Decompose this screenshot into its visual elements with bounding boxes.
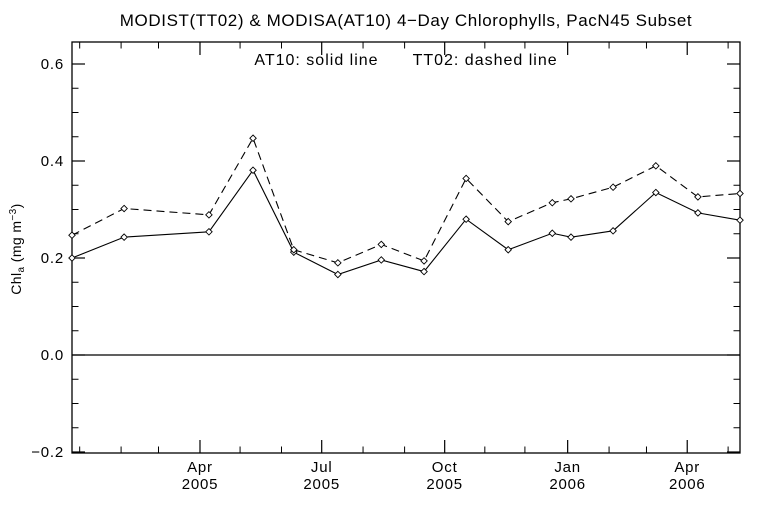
series-at10-marker: [120, 233, 128, 241]
y-label-mid: (mg m: [8, 220, 24, 267]
series-tt02-marker: [249, 134, 257, 143]
y-tick-label: 0.0: [41, 347, 64, 364]
x-tick-year-label: 2005: [426, 476, 463, 493]
series-at10-marker: [694, 209, 702, 217]
x-tick-month-label: Apr: [674, 459, 700, 476]
y-tick-label: 0.6: [41, 56, 64, 73]
series-tt02-marker: [736, 189, 744, 198]
series-tt02-marker: [609, 183, 617, 192]
series-tt02-marker: [462, 174, 470, 183]
series-at10-marker: [68, 254, 76, 262]
series-at10-marker: [377, 256, 386, 264]
series-tt02-marker: [694, 193, 702, 201]
series-at10-marker: [249, 166, 257, 175]
chart-title: MODIST(TT02) & MODISA(AT10) 4−Day Chloro…: [119, 11, 693, 30]
y-tick-label: −0.2: [31, 444, 64, 461]
series-at10-marker: [609, 227, 617, 235]
series-tt02-marker: [68, 231, 76, 240]
series-tt02-marker: [651, 162, 660, 170]
series-tt02-marker: [205, 210, 213, 219]
legend-tt02-label: TT02: dashed line: [412, 52, 558, 69]
series-tt02-marker: [377, 240, 386, 249]
y-label-superscript: −3: [8, 208, 19, 221]
x-tick-year-label: 2005: [303, 476, 340, 493]
series-at10-marker: [548, 229, 557, 238]
x-tick-month-label: Oct: [432, 459, 458, 476]
series-at10-marker: [651, 188, 660, 197]
series-at10-marker: [504, 245, 513, 254]
series-at10-marker: [334, 270, 342, 279]
x-tick-year-label: 2006: [669, 476, 706, 493]
y-axis-label: Chla (mg m−3): [8, 143, 27, 355]
legend-annotation: AT10: solid line TT02: dashed line: [72, 52, 740, 70]
series-tt02-marker: [120, 204, 128, 213]
plot-border: [71, 41, 741, 454]
y-tick-label: 0.2: [41, 250, 64, 267]
series-at10-marker: [205, 227, 213, 236]
y-label-suffix: ): [8, 203, 24, 209]
series-tt02-line: [71, 136, 741, 264]
series-tt02-marker: [504, 217, 513, 226]
series-at10-marker: [420, 267, 428, 276]
series-tt02-marker: [420, 257, 428, 265]
y-tick-label: 0.4: [41, 153, 64, 170]
y-label-prefix: Chl: [8, 272, 24, 295]
x-tick-year-label: 2005: [182, 476, 219, 493]
series-at10-line: [71, 169, 741, 276]
series-at10-marker: [462, 215, 470, 224]
series-at10-marker: [567, 233, 575, 241]
y-label-subscript: a: [16, 266, 27, 273]
series-tt02-marker: [334, 259, 342, 267]
x-tick-month-label: Jan: [554, 459, 581, 476]
x-tick-year-label: 2006: [549, 476, 586, 493]
legend-at10-label: AT10: solid line: [254, 52, 379, 69]
x-tick-month-label: Apr: [187, 459, 213, 476]
series-tt02-marker: [567, 194, 575, 203]
x-tick-month-label: Jul: [311, 459, 333, 476]
series-at10-marker: [736, 216, 744, 225]
series-tt02-marker: [289, 245, 298, 254]
series-tt02-marker: [548, 198, 557, 207]
